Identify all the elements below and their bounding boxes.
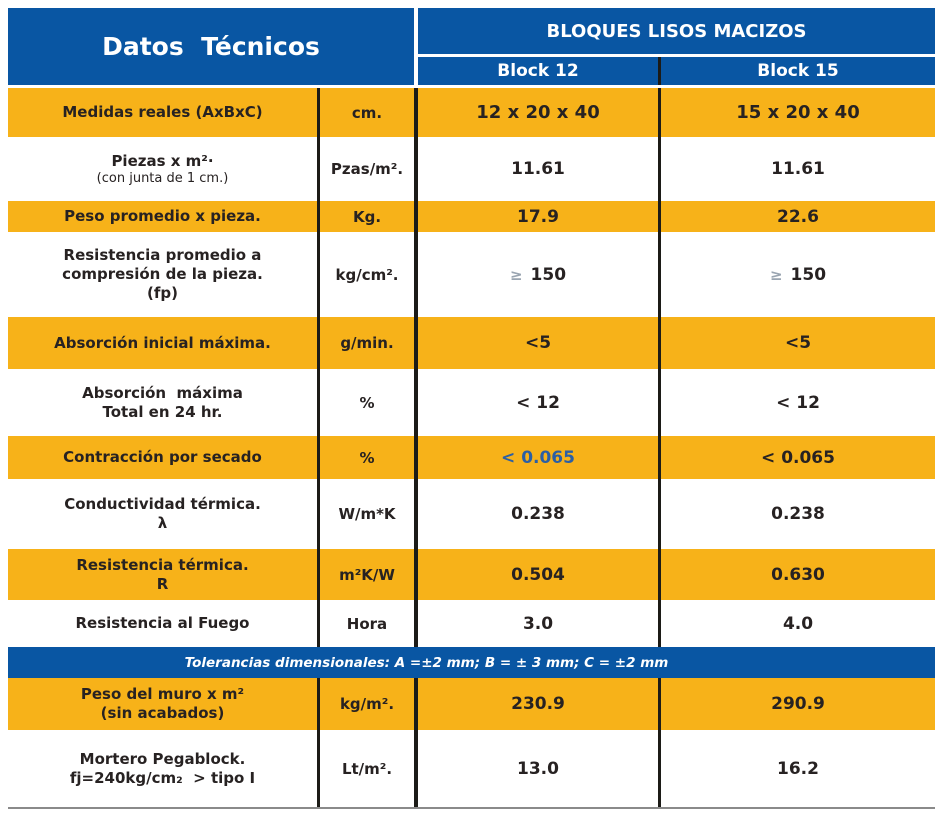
unit-cell: kg/cm². [335, 265, 399, 284]
header-separator-line [418, 54, 935, 57]
row-medidas-reales: Medidas reales (AxBxC) cm. 12 x 20 x 40 … [8, 88, 935, 137]
unit-cell: kg/m². [339, 695, 395, 713]
value-block12: 0.238 [511, 504, 565, 524]
value-block12: 0.504 [511, 564, 565, 585]
value-text: 150 [790, 264, 827, 285]
row-label: Absorción inicial máxima. [54, 333, 271, 352]
row-resistencia-termica: Resistencia térmica. R m²K/W 0.504 0.630 [8, 549, 935, 600]
row-resistencia-compresion: Resistencia promedio a compresión de la … [8, 232, 935, 317]
row-mortero-pegablock: Mortero Pegablock. fj=240kg/cm₂ > tipo I… [8, 730, 935, 807]
column-header-block12: Block 12 [497, 61, 579, 81]
row-absorcion-maxima: Absorción máxima Total en 24 hr. % < 12 … [8, 369, 935, 436]
value-block15: 4.0 [782, 613, 814, 634]
column-header-block15: Block 15 [757, 61, 839, 81]
value-block12: 13.0 [517, 758, 559, 779]
row-label: Resistencia promedio a compresión de la … [62, 246, 263, 302]
row-resistencia-fuego: Resistencia al Fuego Hora 3.0 4.0 [8, 600, 935, 647]
value-block12: 17.9 [517, 206, 559, 227]
value-block15: 22.6 [777, 206, 819, 227]
header-divider [414, 8, 418, 85]
unit-cell: Pzas/m². [330, 160, 404, 178]
row-label: Piezas x m²· (con junta de 1 cm.) [8, 137, 317, 201]
row-label: Medidas reales (AxBxC) [62, 103, 263, 122]
row-label: Absorción máxima Total en 24 hr. [82, 383, 243, 421]
table-title: Datos Técnicos [8, 8, 414, 85]
value-block12: 11.61 [511, 159, 565, 179]
value-block15: 0.630 [771, 564, 825, 585]
product-header-group: BLOQUES LISOS MACIZOS Block 12 Block 15 [418, 8, 935, 85]
value-block12: < 0.065 [501, 447, 575, 468]
row-label-main: Piezas x m²· [111, 151, 214, 170]
value-block15: ≥ 150 [661, 232, 935, 317]
table-header: Datos Técnicos BLOQUES LISOS MACIZOS Blo… [8, 8, 935, 85]
value-block15: 16.2 [777, 758, 819, 779]
row-label: Contracción por secado [63, 448, 262, 467]
row-conductividad: Conductividad térmica. λ W/m*K 0.238 0.2… [8, 479, 935, 549]
row-contraccion: Contracción por secado % < 0.065 < 0.065 [8, 436, 935, 479]
unit-cell: Hora [346, 614, 388, 633]
row-label: Resistencia al Fuego [75, 614, 250, 633]
value-block15: 15 x 20 x 40 [736, 102, 860, 123]
product-title: BLOQUES LISOS MACIZOS [546, 20, 807, 42]
row-label: Resistencia térmica. R [76, 555, 249, 593]
unit-cell: Lt/m². [341, 759, 393, 778]
column-divider [658, 57, 661, 85]
value-block15: 11.61 [771, 159, 825, 179]
value-block12: 3.0 [522, 613, 554, 634]
row-label: Conductividad térmica. λ [64, 495, 261, 532]
value-block12: 12 x 20 x 40 [476, 102, 600, 123]
value-block12: ≥ 150 [418, 232, 658, 317]
unit-cell: g/min. [340, 334, 394, 352]
unit-cell: cm. [351, 103, 383, 122]
row-peso-muro: Peso del muro x m² (sin acabados) kg/m².… [8, 678, 935, 730]
value-block15: 290.9 [771, 694, 825, 714]
table-bottom-border [8, 807, 935, 809]
row-label: Peso promedio x pieza. [64, 207, 261, 226]
unit-cell: W/m*K [338, 505, 396, 523]
unit-cell: m²K/W [339, 565, 395, 584]
value-block15: 0.238 [771, 504, 825, 524]
row-peso-promedio: Peso promedio x pieza. Kg. 17.9 22.6 [8, 201, 935, 232]
value-block12: < 12 [516, 392, 560, 413]
row-label: Mortero Pegablock. fj=240kg/cm₂ > tipo I [69, 749, 256, 787]
value-block12: 230.9 [511, 694, 565, 714]
header-body-gap [8, 85, 935, 88]
value-block15: < 12 [776, 392, 820, 413]
unit-cell: % [359, 393, 375, 412]
datos-tecnicos-table: Datos Técnicos BLOQUES LISOS MACIZOS Blo… [8, 8, 935, 809]
row-label: Peso del muro x m² (sin acabados) [80, 685, 245, 722]
row-absorcion-inicial: Absorción inicial máxima. g/min. <5 <5 [8, 317, 935, 369]
unit-cell: Kg. [352, 207, 382, 226]
gte-symbol: ≥ [509, 265, 523, 284]
value-text: 150 [530, 264, 567, 285]
row-label-sub: (con junta de 1 cm.) [96, 170, 229, 186]
column-headers: Block 12 Block 15 [418, 57, 935, 85]
value-block15: <5 [784, 333, 812, 353]
tolerances-band: Tolerancias dimensionales: A =±2 mm; B =… [8, 647, 935, 678]
gte-symbol: ≥ [769, 265, 783, 284]
value-block12: <5 [524, 333, 552, 353]
row-piezas: Piezas x m²· (con junta de 1 cm.) Pzas/m… [8, 137, 935, 201]
unit-cell: % [359, 448, 375, 467]
value-block15: < 0.065 [761, 447, 835, 468]
